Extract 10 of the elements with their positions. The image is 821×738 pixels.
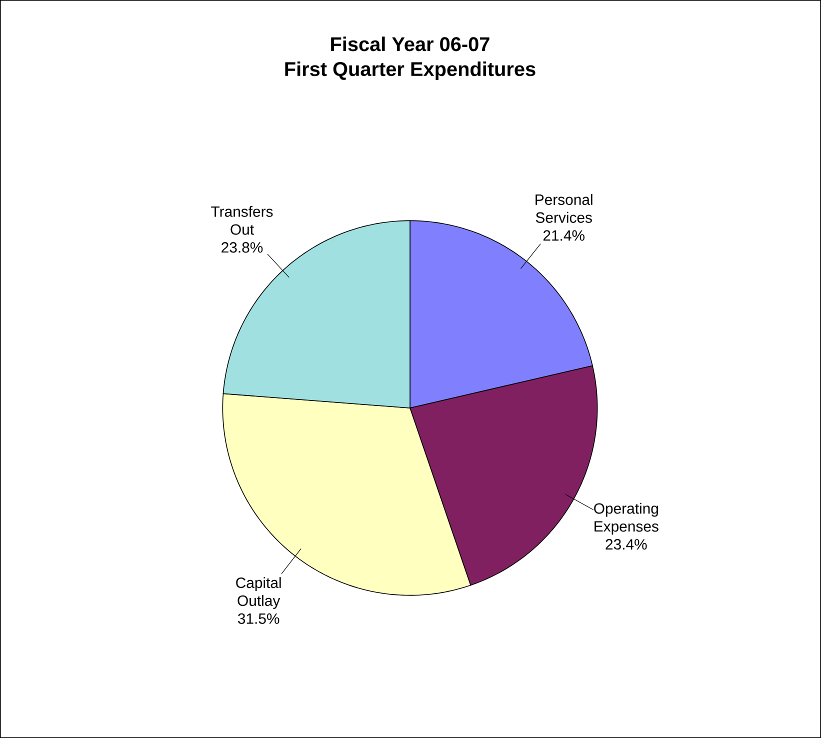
data-label: 21.4% — [543, 230, 584, 241]
slice-label: Operating Expenses — [594, 502, 658, 535]
chart-subtitle: First Quarter Expenditures — [285, 61, 536, 80]
data-label: 23.8% — [222, 242, 263, 253]
slice-label: Capital Outlay — [236, 577, 281, 609]
slice-label: Personal Services — [536, 194, 592, 223]
chart-title: Fiscal Year 06-07 — [331, 36, 490, 52]
slice-label: Transfers Out — [211, 206, 273, 235]
data-label: 31.5% — [238, 613, 280, 624]
data-label: 23.4% — [606, 539, 647, 550]
